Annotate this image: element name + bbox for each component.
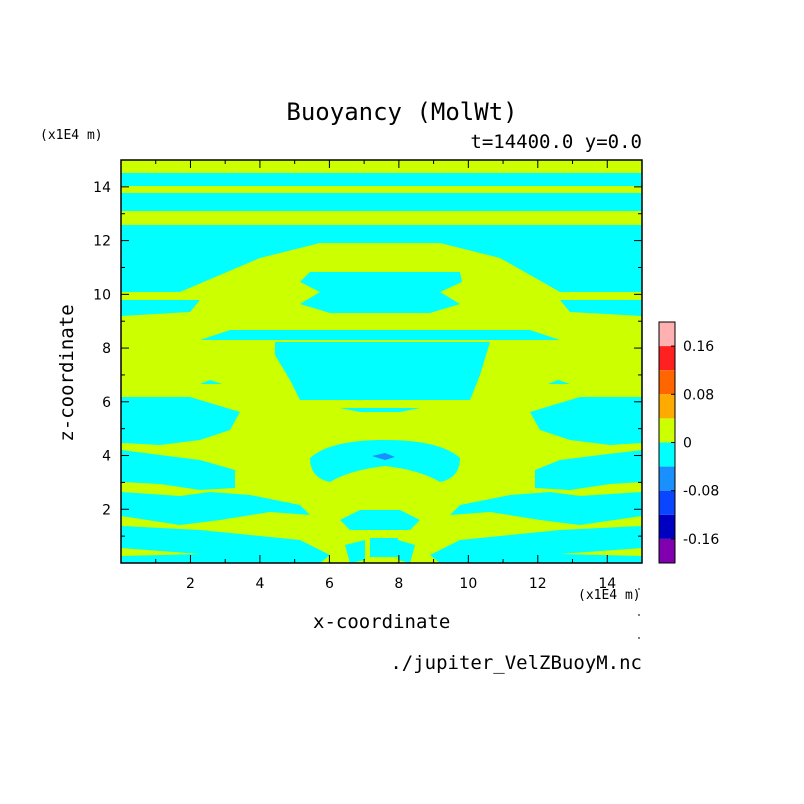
- x-tick-label: 12: [529, 576, 547, 592]
- x-tick-label: 14: [598, 576, 616, 592]
- colorbar-cell: [659, 322, 675, 347]
- x-axis-label: x-coordinate: [313, 611, 451, 633]
- colorbar-cell: [659, 418, 675, 443]
- y-tick-label: 6: [102, 395, 111, 411]
- x-tick-label: 6: [325, 576, 334, 592]
- y-tick-label: 4: [102, 449, 111, 465]
- colorbar-cell: [659, 370, 675, 395]
- y-tick-label: 2: [102, 502, 111, 518]
- colorbar-cell: [659, 514, 675, 539]
- x-tick-label: 4: [255, 576, 264, 592]
- chart-subtitle: t=14400.0 y=0.0: [470, 131, 642, 153]
- y-axis-unit: (x1E4 m): [40, 128, 103, 143]
- colorbar-cell: [659, 466, 675, 491]
- y-tick-label: 10: [93, 287, 111, 303]
- y-axis-ticks: 2 4 6 8 10 12 14: [93, 180, 642, 537]
- x-tick-label: 10: [459, 576, 477, 592]
- colorbar-cell: [659, 490, 675, 515]
- y-tick-label: 8: [102, 341, 111, 357]
- x-tick-label: 2: [186, 576, 195, 592]
- colorbar: 0.16 0.08 0 -0.08 -0.16: [658, 321, 719, 564]
- plot-frame: [120, 159, 643, 564]
- chart-title: Buoyancy (MolWt): [286, 98, 518, 126]
- negative-regions: [121, 173, 642, 563]
- colorbar-label: 0.16: [683, 339, 714, 355]
- colorbar-label: 0.08: [683, 387, 714, 403]
- colorbar-cell: [659, 442, 675, 467]
- y-tick-label: 12: [93, 234, 111, 250]
- plot-area: [120, 159, 643, 564]
- colorbar-label: -0.08: [683, 484, 719, 500]
- colorbar-cell: [659, 394, 675, 419]
- x-tick-label: 8: [394, 576, 403, 592]
- source-file-label: ./jupiter_VelZBuoyM.nc: [390, 652, 642, 674]
- colorbar-cell: [659, 346, 675, 371]
- x-axis-unit: (x1E4 m): [578, 588, 641, 603]
- x-axis-ticks: 2 4 6 8 10 12 14: [155, 160, 616, 592]
- strong-negative-spot: [372, 453, 395, 460]
- y-tick-label: 14: [93, 180, 111, 196]
- colorbar-label: -0.16: [683, 532, 719, 548]
- colorbar-label: 0: [683, 436, 692, 452]
- colorbar-cell: [659, 538, 675, 563]
